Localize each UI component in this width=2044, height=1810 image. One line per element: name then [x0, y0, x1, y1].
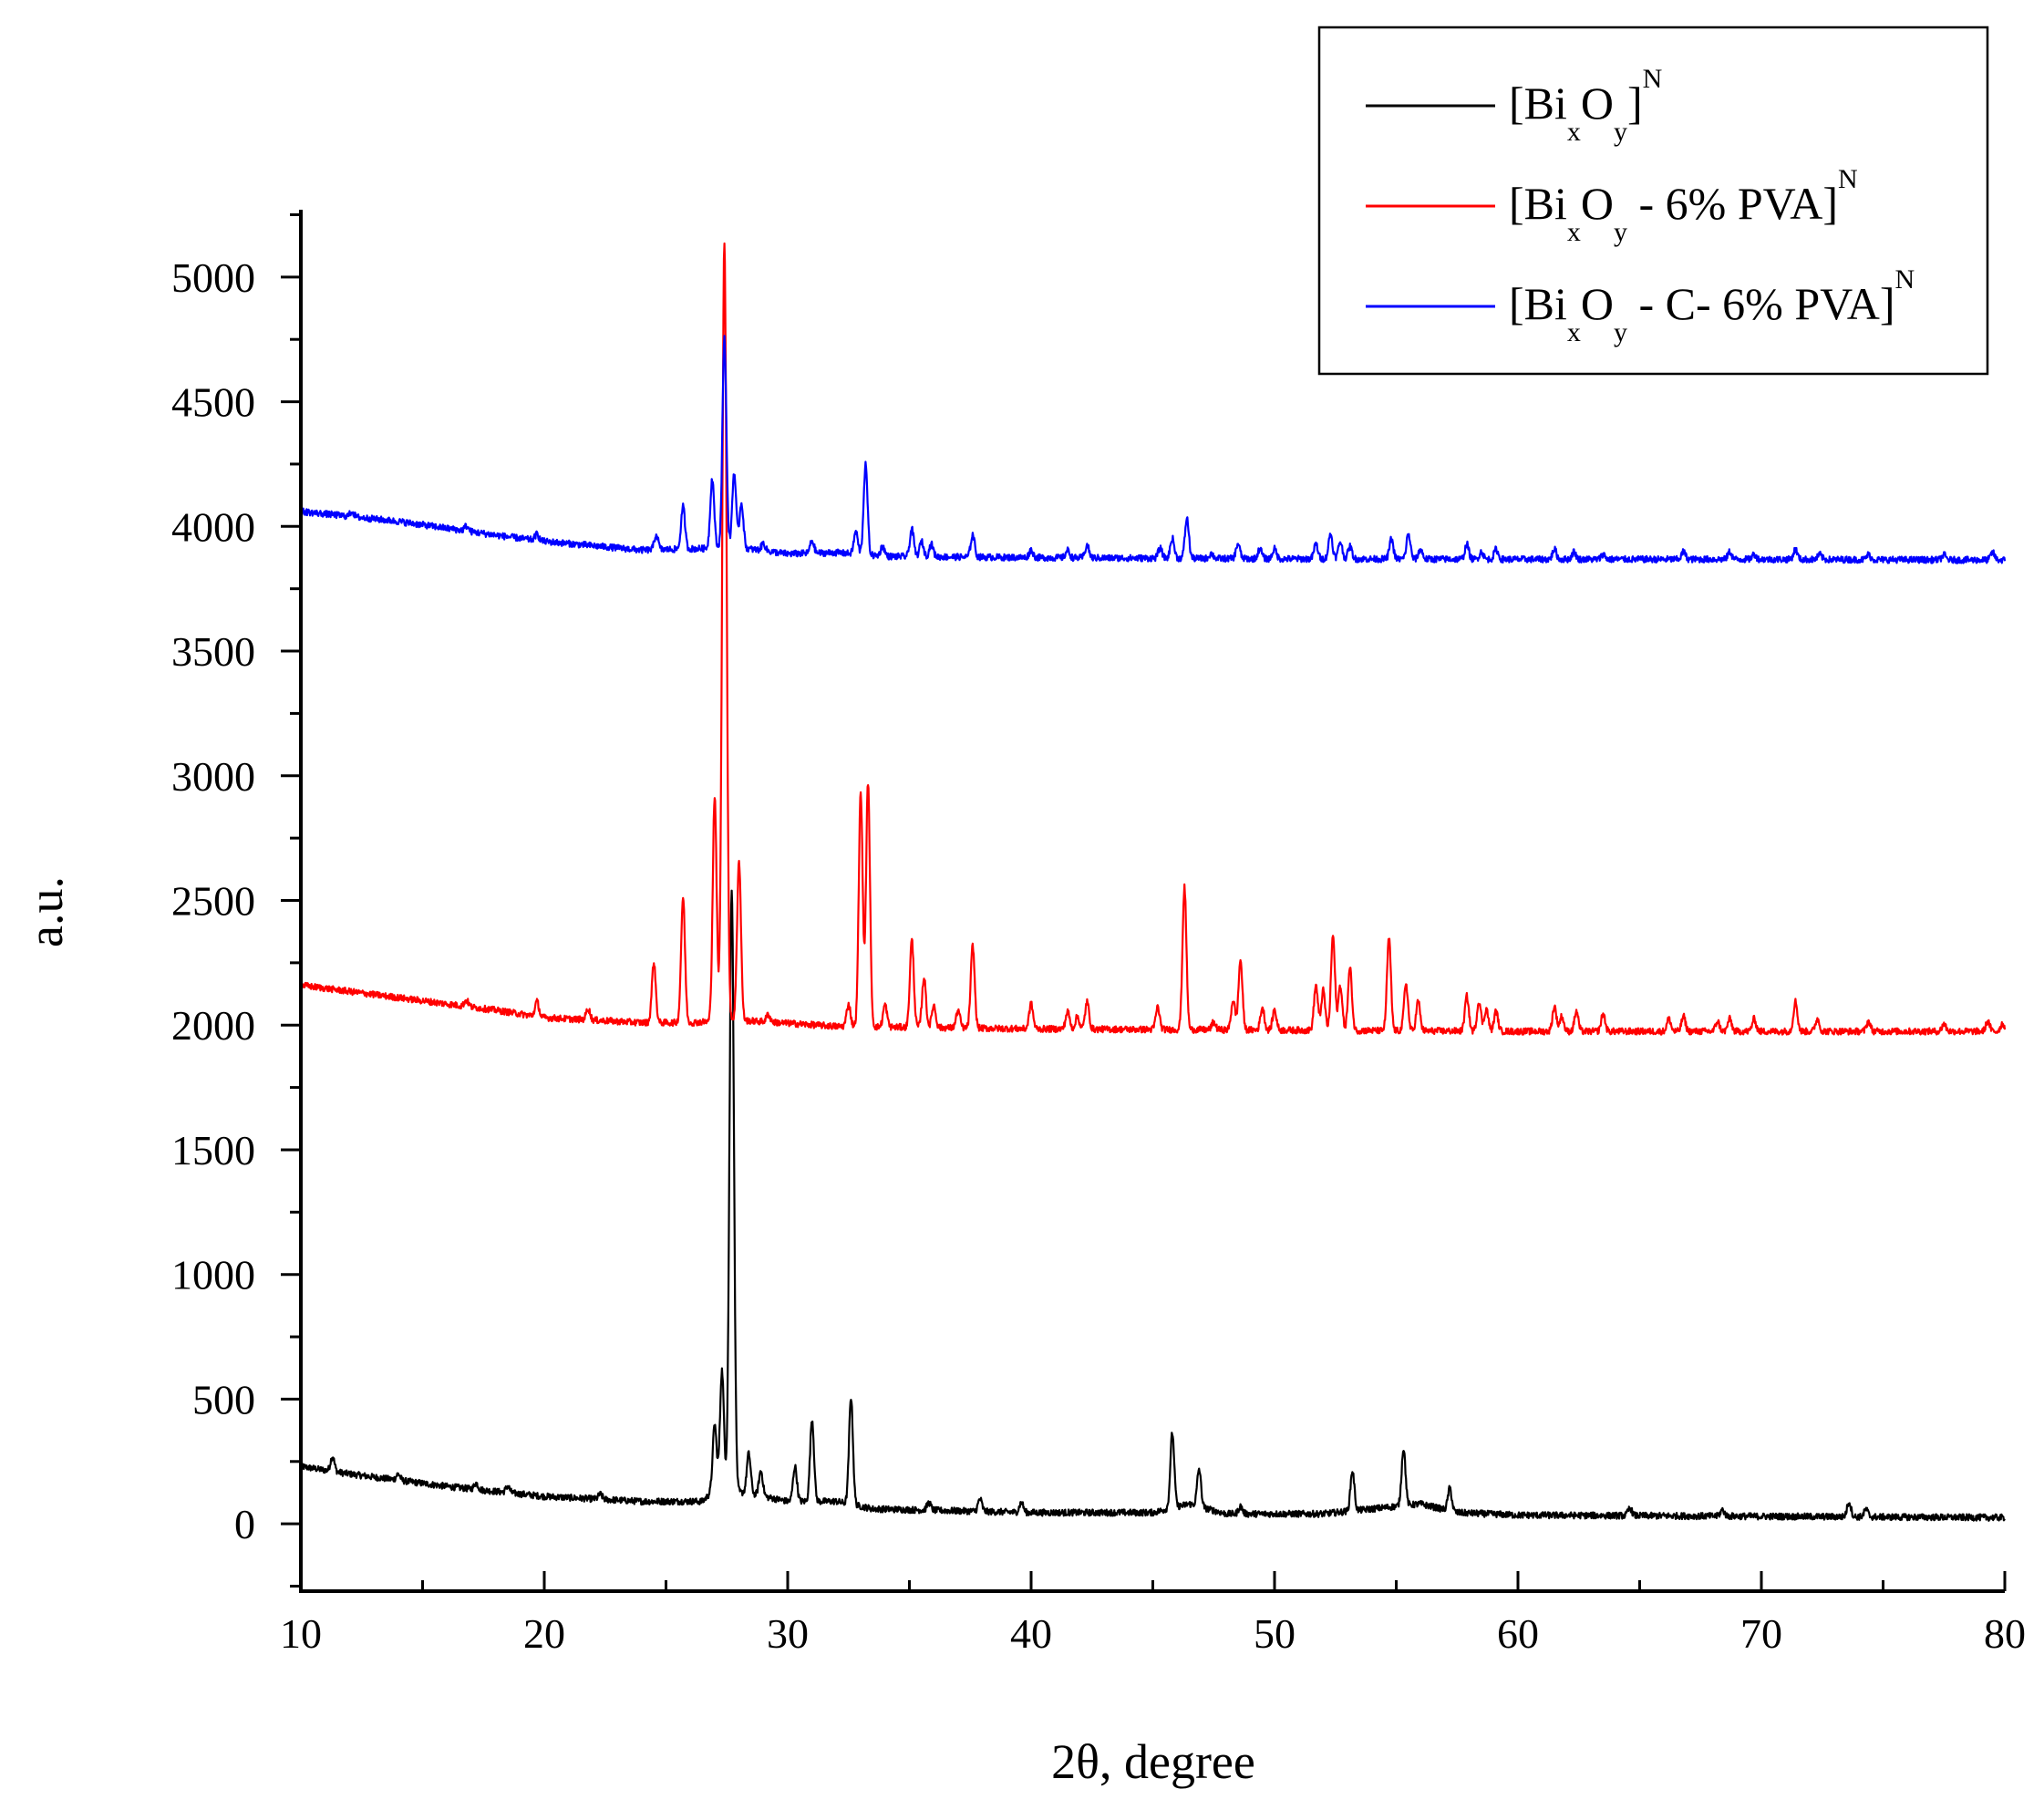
series-line-1 — [299, 889, 2006, 1522]
y-tick-label: 5000 — [171, 254, 255, 301]
y-tick-label: 500 — [192, 1376, 255, 1422]
y-tick-label: 0 — [234, 1501, 255, 1547]
legend-item: [BixOy]N — [1366, 64, 1662, 147]
series-line-2 — [299, 242, 2007, 1036]
legend-label: [BixOy - 6% PVA]N — [1509, 164, 1858, 247]
x-axis-title: 2θ, degree — [1051, 1734, 1255, 1789]
x-tick-label: 10 — [280, 1610, 322, 1657]
y-tick-label: 3500 — [171, 628, 255, 675]
legend-label: [BixOy - C- 6% PVA]N — [1509, 264, 1915, 347]
x-tick-label: 40 — [1010, 1610, 1052, 1657]
x-tick-label: 30 — [767, 1610, 809, 1657]
y-tick-label: 3000 — [171, 753, 255, 800]
y-tick-label: 1000 — [171, 1252, 255, 1298]
x-tick-marks: 10 20 30 40 50 60 70 80 — [280, 1571, 2026, 1657]
y-tick-label: 2500 — [171, 878, 255, 925]
legend-item: [BixOy - C- 6% PVA]N — [1366, 264, 1915, 347]
y-axis-title: a.u. — [18, 876, 73, 947]
legend-label: [BixOy]N — [1509, 64, 1662, 147]
legend-box — [1317, 26, 1989, 376]
x-tick-label: 80 — [1984, 1610, 2026, 1657]
y-tick-label: 2000 — [171, 1002, 255, 1049]
legend-item: [BixOy - 6% PVA]N — [1366, 164, 1858, 247]
series-line-3 — [299, 335, 2007, 564]
series-lines — [299, 242, 2007, 1522]
x-tick-label: 50 — [1254, 1610, 1296, 1657]
y-tick-label: 1500 — [171, 1127, 255, 1174]
x-tick-label: 70 — [1740, 1610, 1782, 1657]
y-tick-label: 4500 — [171, 379, 255, 426]
y-tick-label: 4000 — [171, 503, 255, 550]
x-tick-label: 60 — [1497, 1610, 1539, 1657]
legend: [BixOy]N [BixOy - 6% PVA]N [BixOy - C- 6% … — [1317, 26, 1989, 376]
y-tick-marks: 0 500 1000 1500 2000 2500 3000 3500 4000 4500 5000 — [171, 212, 301, 1588]
axes — [299, 210, 2005, 1593]
x-tick-label: 20 — [523, 1610, 565, 1657]
